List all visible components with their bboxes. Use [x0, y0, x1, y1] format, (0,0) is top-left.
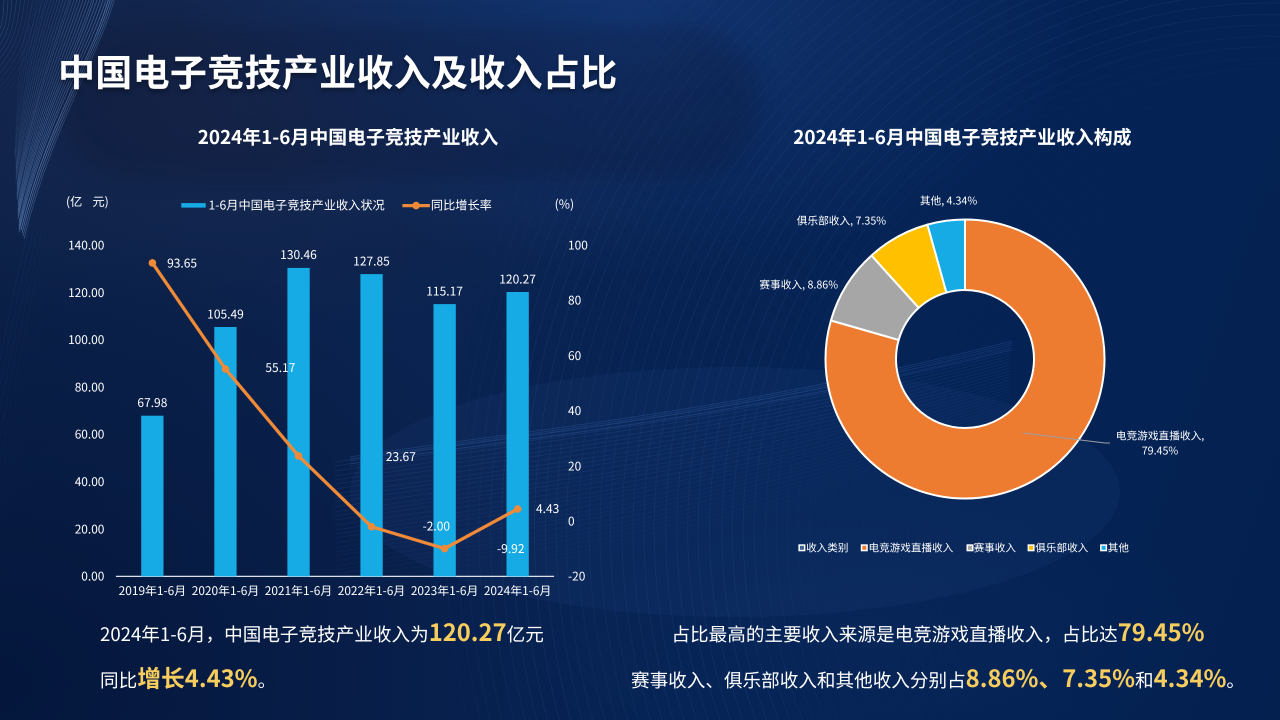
svg-text:(亿: (亿	[66, 192, 82, 210]
svg-text:1-6月中国电子竞技产业收入状况: 1-6月中国电子竞技产业收入状况	[209, 196, 385, 214]
svg-text:其他, 4.34%: 其他, 4.34%	[920, 194, 978, 209]
svg-text:赛事收入, 8.86%: 赛事收入, 8.86%	[759, 277, 838, 292]
svg-text:4.43: 4.43	[536, 500, 559, 517]
svg-text:(%): (%)	[555, 195, 574, 213]
svg-text:100.00: 100.00	[68, 331, 104, 348]
svg-text:67.98: 67.98	[137, 394, 167, 411]
svg-text:23.67: 23.67	[386, 448, 416, 465]
svg-text:0.00: 0.00	[81, 568, 104, 585]
svg-text:2023年1-6月: 2023年1-6月	[411, 582, 479, 599]
svg-text:赛事收入: 赛事收入	[974, 541, 1017, 556]
svg-text:130.46: 130.46	[280, 246, 317, 263]
svg-text:60: 60	[568, 347, 581, 364]
svg-text:80: 80	[568, 292, 581, 309]
svg-text:电竞游戏直播收入,: 电竞游戏直播收入,	[1116, 428, 1205, 443]
svg-text:俱乐部收入, 7.35%: 俱乐部收入, 7.35%	[797, 213, 887, 228]
svg-text:115.17: 115.17	[426, 282, 463, 299]
svg-text:-20: -20	[568, 568, 585, 585]
svg-text:100: 100	[568, 237, 588, 254]
svg-text:俱乐部收入: 俱乐部收入	[1035, 541, 1088, 556]
svg-text:60.00: 60.00	[75, 426, 105, 443]
svg-text:127.85: 127.85	[353, 252, 390, 269]
svg-text:收入类别: 收入类别	[806, 541, 848, 556]
svg-text:140.00: 140.00	[68, 237, 104, 254]
svg-text:20.00: 20.00	[75, 520, 105, 537]
svg-text:-2.00: -2.00	[423, 518, 451, 535]
svg-text:2020年1-6月: 2020年1-6月	[192, 582, 260, 599]
svg-text:40.00: 40.00	[75, 473, 105, 490]
svg-text:79.45%: 79.45%	[1142, 444, 1179, 459]
svg-text:40: 40	[568, 402, 581, 419]
svg-text:2019年1-6月: 2019年1-6月	[119, 582, 187, 599]
svg-text:80.00: 80.00	[75, 378, 105, 395]
svg-text:其他: 其他	[1108, 541, 1130, 556]
svg-text:20: 20	[568, 457, 581, 474]
svg-text:55.17: 55.17	[265, 359, 295, 376]
svg-text:元): 元)	[93, 192, 109, 210]
svg-text:电竞游戏直播收入: 电竞游戏直播收入	[869, 541, 954, 556]
svg-text:120.27: 120.27	[499, 270, 536, 287]
svg-text:2022年1-6月: 2022年1-6月	[338, 582, 406, 599]
svg-text:0: 0	[568, 512, 575, 529]
svg-text:105.49: 105.49	[207, 305, 244, 322]
svg-text:93.65: 93.65	[167, 255, 197, 272]
svg-text:120.00: 120.00	[68, 284, 104, 301]
svg-text:2024年1-6月: 2024年1-6月	[484, 582, 552, 599]
svg-text:-9.92: -9.92	[497, 540, 525, 557]
svg-text:2021年1-6月: 2021年1-6月	[265, 582, 333, 599]
svg-text:同比增长率: 同比增长率	[431, 196, 492, 214]
